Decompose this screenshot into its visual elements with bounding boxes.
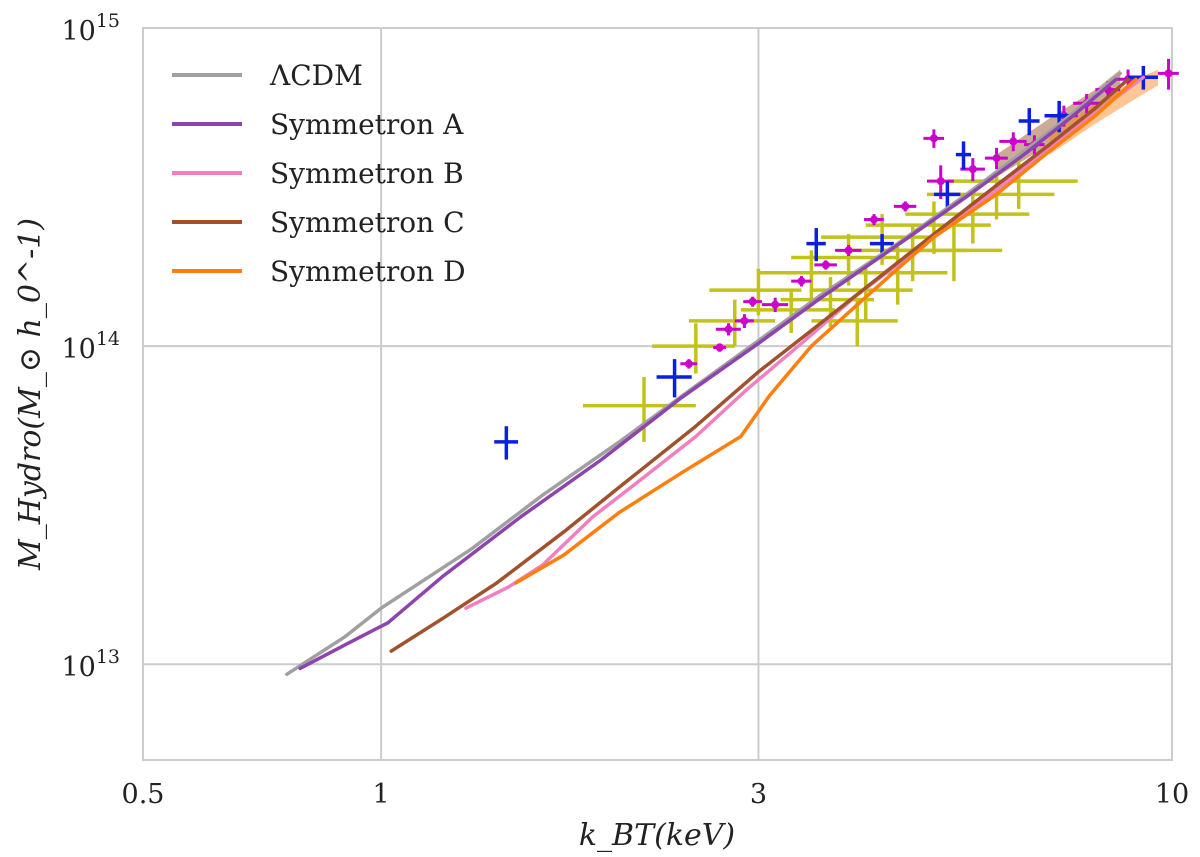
legend-label: Symmetron D bbox=[270, 255, 466, 288]
magenta-data-point bbox=[713, 343, 727, 352]
magenta-data-point bbox=[1157, 58, 1179, 90]
yellow-data-point bbox=[740, 290, 836, 333]
series-line-symmetron-a bbox=[298, 77, 1118, 671]
data-marker bbox=[748, 297, 757, 306]
series-line-symmetron-b bbox=[464, 75, 1146, 610]
data-marker bbox=[740, 316, 749, 325]
yellow-data-point bbox=[709, 268, 802, 316]
yellow-data-point bbox=[688, 299, 776, 347]
yellow-data-point bbox=[582, 376, 696, 442]
magenta-data-point bbox=[715, 323, 741, 336]
y-tick-exponent: 15 bbox=[96, 10, 120, 32]
data-marker bbox=[821, 260, 830, 269]
ribbon-orange-band bbox=[1049, 69, 1158, 155]
magenta-data-point bbox=[835, 244, 862, 256]
blue-data-point bbox=[869, 234, 894, 254]
y-tick-label: 1013 bbox=[61, 646, 120, 683]
data-marker bbox=[1164, 69, 1173, 78]
y-tick-base: 10 bbox=[61, 334, 95, 365]
blue-data-point bbox=[955, 141, 971, 170]
magenta-data-point bbox=[864, 214, 884, 226]
y-tick-base: 10 bbox=[61, 652, 95, 683]
magenta-data-point bbox=[734, 314, 754, 329]
magenta-data-point bbox=[999, 132, 1027, 152]
data-marker bbox=[797, 277, 806, 286]
plot-area bbox=[142, 27, 1173, 761]
y-tick-label: 1015 bbox=[61, 10, 120, 47]
series-line-symmetron-d bbox=[514, 77, 1138, 585]
data-marker bbox=[771, 300, 780, 309]
data-marker bbox=[844, 246, 853, 255]
legend-entry: Symmetron B bbox=[172, 157, 464, 190]
magenta-data-point bbox=[761, 297, 789, 313]
legend: ΛCDM Symmetron A Symmetron B Symmetron C Sym… bbox=[172, 59, 466, 288]
data-marker bbox=[968, 165, 977, 174]
blue-data-point bbox=[656, 359, 692, 398]
blue-data-point bbox=[494, 426, 519, 460]
x-tick-label: 0.5 bbox=[122, 779, 165, 810]
legend-label: Symmetron C bbox=[270, 206, 465, 239]
legend-entry: Symmetron D bbox=[172, 255, 466, 288]
series-lines-layer bbox=[285, 71, 1146, 677]
legend-entry: Symmetron C bbox=[172, 206, 465, 239]
y-tick-label: 1014 bbox=[61, 328, 120, 365]
magenta-data-point bbox=[984, 147, 1008, 170]
series-line-symmetron-c bbox=[389, 77, 1130, 653]
magenta-data-point bbox=[791, 276, 812, 287]
blue-data-point bbox=[806, 228, 826, 262]
y-tick-exponent: 13 bbox=[96, 646, 120, 668]
legend-entry: Symmetron A bbox=[172, 108, 464, 141]
y-axis-label: M_Hydro(M_⊙ h_0^-1) bbox=[13, 218, 48, 571]
data-marker bbox=[936, 177, 945, 186]
legend-label: Symmetron A bbox=[270, 108, 464, 141]
magenta-data-point bbox=[743, 296, 762, 307]
x-tick-label: 10 bbox=[1155, 779, 1189, 810]
magenta-data-point bbox=[923, 129, 945, 148]
data-marker bbox=[929, 134, 938, 143]
data-marker bbox=[715, 343, 724, 352]
blue-data-point bbox=[933, 181, 961, 209]
data-marker bbox=[1009, 137, 1018, 146]
data-marker bbox=[992, 154, 1001, 163]
data-marker bbox=[901, 202, 910, 211]
legend-label: ΛCDM bbox=[269, 59, 363, 92]
legend-label: Symmetron B bbox=[270, 157, 464, 190]
data-marker bbox=[684, 359, 693, 368]
magenta-data-point bbox=[814, 260, 837, 270]
blue-data-point bbox=[1018, 108, 1040, 136]
data-marker bbox=[724, 325, 733, 334]
x-axis-label: k_BT(keV) bbox=[579, 818, 735, 853]
data-marker bbox=[870, 215, 879, 224]
series-line--cdm bbox=[285, 71, 1122, 677]
x-tick-label: 1 bbox=[372, 779, 389, 810]
x-axis-ticks: 0.5 1 3 10 bbox=[122, 779, 1190, 810]
y-tick-base: 10 bbox=[61, 16, 95, 47]
x-tick-label: 3 bbox=[750, 779, 767, 810]
magenta-data-point bbox=[893, 201, 917, 212]
legend-entry: ΛCDM bbox=[172, 59, 363, 92]
y-tick-exponent: 14 bbox=[96, 328, 120, 350]
magenta-data-point bbox=[680, 359, 698, 369]
